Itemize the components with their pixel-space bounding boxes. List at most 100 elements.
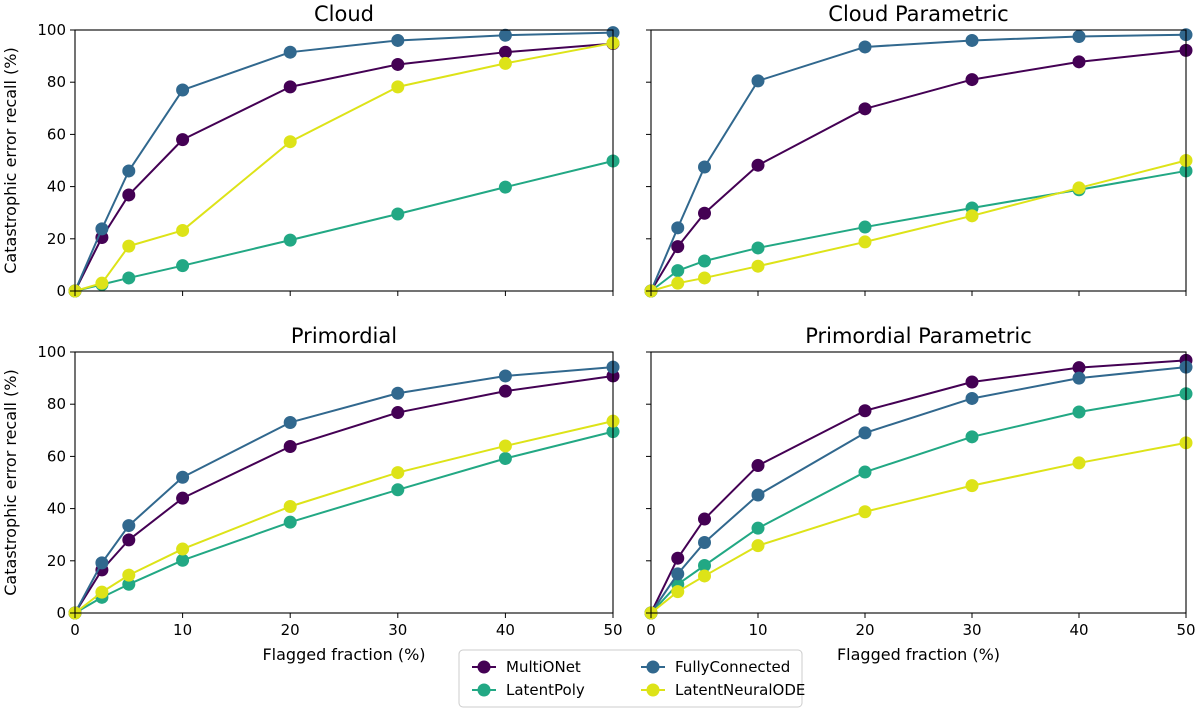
legend-marker-multionet bbox=[477, 660, 491, 674]
data-point-latentneuralode bbox=[1072, 456, 1086, 470]
data-point-latentneuralode bbox=[858, 235, 872, 249]
data-point-multionet bbox=[671, 551, 685, 565]
data-point-latentneuralode bbox=[498, 439, 512, 453]
data-point-latentneuralode bbox=[498, 56, 512, 70]
data-point-latentneuralode bbox=[95, 276, 109, 290]
data-point-latentpoly bbox=[176, 259, 190, 273]
y-tick-label: 60 bbox=[47, 447, 66, 465]
data-point-multionet bbox=[751, 459, 765, 473]
data-point-latentpoly bbox=[1072, 405, 1086, 419]
legend-marker-latentpoly bbox=[477, 683, 491, 697]
x-tick-label: 50 bbox=[1176, 621, 1195, 639]
data-point-multionet bbox=[751, 158, 765, 172]
data-point-fullyconnected bbox=[176, 83, 190, 97]
chart-panel-1: Cloud Parametric bbox=[644, 2, 1193, 298]
data-point-latentneuralode bbox=[1072, 181, 1086, 195]
data-point-multionet bbox=[1072, 55, 1086, 69]
legend: MultiONet FullyConnected LatentPoly LatentN… bbox=[458, 649, 805, 708]
data-point-latentneuralode bbox=[122, 568, 136, 582]
data-point-fullyconnected bbox=[671, 567, 685, 581]
series-line-latentneuralode bbox=[650, 159, 1187, 292]
data-point-fullyconnected bbox=[283, 415, 297, 429]
data-point-multionet bbox=[283, 80, 297, 94]
series-line-multionet bbox=[650, 49, 1187, 292]
data-point-fullyconnected bbox=[391, 33, 405, 47]
legend-box bbox=[458, 649, 803, 708]
y-tick-label: 60 bbox=[47, 125, 66, 143]
data-point-multionet bbox=[965, 73, 979, 87]
axes-frame bbox=[74, 29, 614, 292]
data-point-latentpoly bbox=[498, 451, 512, 465]
data-point-multionet bbox=[498, 384, 512, 398]
axes-frame bbox=[650, 351, 1187, 614]
data-point-fullyconnected bbox=[498, 28, 512, 42]
data-point-fullyconnected bbox=[1072, 371, 1086, 385]
data-point-latentneuralode bbox=[95, 585, 109, 599]
y-tick-label: 40 bbox=[47, 178, 66, 196]
data-point-fullyconnected bbox=[671, 221, 685, 235]
series-line-latentpoly bbox=[74, 430, 614, 614]
series-line-fullyconnected bbox=[650, 33, 1187, 292]
chart-panel-3: Primordial Parametric 0 10 20 30 40 50 Flagged … bbox=[644, 324, 1196, 664]
y-tick-label: 20 bbox=[47, 552, 66, 570]
data-point-latentneuralode bbox=[671, 276, 685, 290]
data-point-multionet bbox=[1072, 361, 1086, 375]
data-point-fullyconnected bbox=[283, 45, 297, 59]
data-point-latentpoly bbox=[283, 515, 297, 529]
series-line-fullyconnected bbox=[74, 31, 614, 292]
series-line-fullyconnected bbox=[74, 366, 614, 614]
data-point-fullyconnected bbox=[751, 488, 765, 502]
data-point-multionet bbox=[122, 533, 136, 547]
legend-label-multionet: MultiONet bbox=[506, 658, 581, 676]
series-line-multionet bbox=[74, 375, 614, 614]
x-tick-label: 30 bbox=[388, 621, 407, 639]
data-point-latentneuralode bbox=[698, 271, 711, 285]
data-point-multionet bbox=[671, 240, 685, 254]
legend-label-latentneuralode: LatentNeuralODE bbox=[675, 681, 805, 699]
data-point-multionet bbox=[391, 57, 405, 71]
series-line-latentneuralode bbox=[74, 420, 614, 614]
data-point-latentneuralode bbox=[671, 585, 685, 599]
y-tick-label: 0 bbox=[56, 604, 66, 622]
panel-title: Cloud bbox=[314, 2, 374, 26]
data-point-latentneuralode bbox=[391, 80, 405, 94]
x-tick-label: 0 bbox=[646, 621, 656, 639]
data-point-latentpoly bbox=[391, 483, 405, 497]
x-tick-label: 30 bbox=[962, 621, 981, 639]
y-tick-label: 100 bbox=[37, 343, 66, 361]
data-point-latentpoly bbox=[498, 180, 512, 194]
x-tick-label: 40 bbox=[496, 621, 515, 639]
data-point-latentneuralode bbox=[965, 479, 979, 493]
series-line-multionet bbox=[74, 42, 614, 292]
data-point-latentpoly bbox=[176, 553, 190, 567]
x-tick-label: 10 bbox=[173, 621, 192, 639]
panel-title: Primordial bbox=[291, 324, 397, 348]
data-point-latentneuralode bbox=[122, 239, 136, 253]
data-point-latentneuralode bbox=[176, 542, 190, 556]
legend-label-fullyconnected: FullyConnected bbox=[675, 658, 790, 676]
data-point-latentpoly bbox=[698, 254, 711, 268]
x-tick-label: 20 bbox=[855, 621, 874, 639]
data-point-fullyconnected bbox=[858, 426, 872, 440]
axes-frame bbox=[650, 29, 1187, 292]
data-point-multionet bbox=[122, 188, 136, 202]
y-tick-label: 20 bbox=[47, 230, 66, 248]
data-point-latentpoly bbox=[751, 521, 765, 535]
data-point-multionet bbox=[176, 491, 190, 505]
data-point-fullyconnected bbox=[751, 74, 765, 88]
data-point-fullyconnected bbox=[698, 160, 711, 174]
series-line-multionet bbox=[650, 359, 1187, 614]
data-point-latentneuralode bbox=[751, 259, 765, 273]
y-axis-label: Catastrophic error recall (%) bbox=[1, 369, 20, 595]
data-point-multionet bbox=[391, 406, 405, 420]
data-point-latentpoly bbox=[122, 271, 136, 285]
series-line-latentpoly bbox=[74, 160, 614, 292]
data-point-fullyconnected bbox=[176, 470, 190, 484]
y-tick-label: 40 bbox=[47, 500, 66, 518]
data-point-fullyconnected bbox=[965, 391, 979, 405]
legend-marker-fullyconnected bbox=[646, 660, 660, 674]
x-tick-label: 20 bbox=[281, 621, 300, 639]
data-point-multionet bbox=[965, 375, 979, 389]
x-tick-label: 0 bbox=[70, 621, 80, 639]
